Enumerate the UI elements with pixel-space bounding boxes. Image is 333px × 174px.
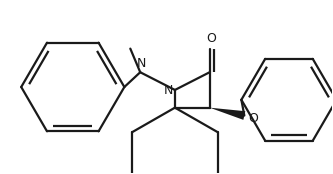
- Text: N: N: [164, 84, 173, 97]
- Text: O: O: [248, 112, 258, 125]
- Polygon shape: [210, 108, 245, 120]
- Text: N: N: [137, 57, 146, 70]
- Text: O: O: [207, 32, 216, 45]
